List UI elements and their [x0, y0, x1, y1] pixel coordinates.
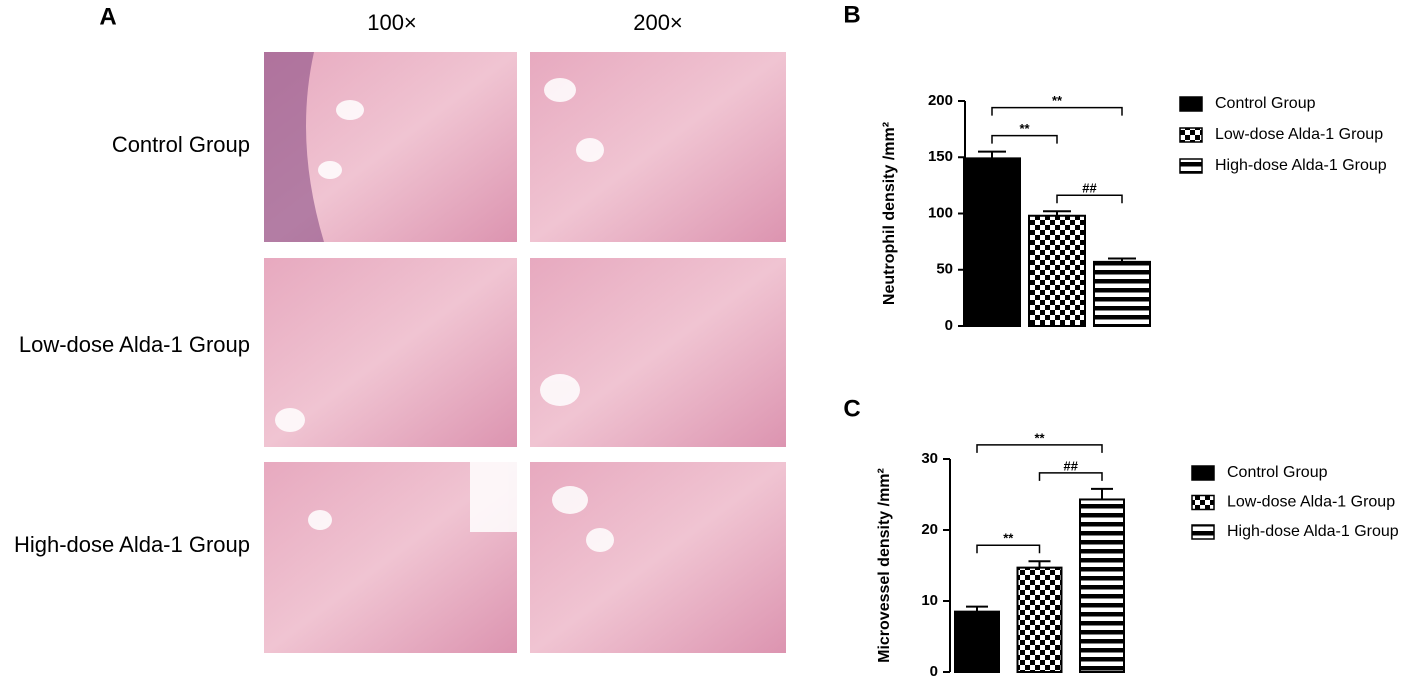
column-header: 200×: [633, 10, 683, 35]
legend-label: Control Group: [1227, 464, 1328, 481]
legend-swatch: [1179, 96, 1203, 112]
y-tick-label: 10: [921, 592, 938, 609]
panel-letter: A: [99, 3, 116, 30]
bar: [1079, 498, 1125, 673]
panel-letter: B: [843, 1, 860, 28]
significance-bracket: [976, 444, 1103, 453]
legend-swatch: [1179, 127, 1203, 143]
legend-label: Control Group: [1215, 95, 1316, 112]
y-tick-label: 150: [928, 148, 953, 165]
y-axis-label: Microvessel density /mm²: [876, 468, 893, 663]
row-label: Low-dose Alda-1 Group: [19, 332, 250, 357]
legend-label: High-dose Alda-1 Group: [1227, 523, 1399, 540]
row-label: Control Group: [112, 132, 250, 157]
legend-swatch: [1191, 524, 1215, 540]
significance-label: **: [1019, 121, 1030, 136]
micrograph: [530, 258, 786, 447]
significance-bracket: [1056, 194, 1123, 204]
significance-label: **: [1052, 93, 1063, 108]
y-tick-label: 20: [921, 521, 938, 538]
significance-bracket: [991, 134, 1058, 144]
significance-bracket: [976, 544, 1041, 554]
y-axis-label: Neutrophil density /mm²: [881, 122, 898, 305]
legend-label: Low-dose Alda-1 Group: [1215, 126, 1383, 143]
significance-label: **: [1003, 531, 1014, 546]
legend-label: Low-dose Alda-1 Group: [1227, 494, 1395, 511]
legend-swatch: [1179, 158, 1203, 174]
y-tick-label: 50: [936, 261, 953, 278]
y-tick-label: 100: [928, 204, 953, 221]
significance-bracket: [1038, 472, 1103, 481]
significance-label: ##: [1064, 458, 1079, 473]
y-tick-label: 0: [930, 663, 938, 679]
micrograph: [264, 258, 517, 447]
bar: [954, 610, 1000, 674]
micrographs: [264, 52, 786, 653]
legend-swatch: [1191, 465, 1215, 481]
bar: [1016, 566, 1063, 674]
y-tick-label: 30: [921, 450, 938, 467]
significance-bracket: [991, 106, 1123, 116]
bar: [1093, 260, 1151, 327]
panel-letter: C: [843, 395, 860, 422]
column-header: 100×: [367, 10, 417, 35]
bar: [1028, 214, 1086, 327]
y-tick-label: 200: [928, 92, 953, 109]
significance-label: **: [1034, 430, 1045, 445]
y-tick-label: 0: [945, 317, 953, 334]
significance-label: ##: [1082, 181, 1097, 196]
row-label: High-dose Alda-1 Group: [14, 532, 250, 557]
legend-swatch: [1191, 494, 1215, 511]
bar: [963, 157, 1021, 327]
legend-label: High-dose Alda-1 Group: [1215, 157, 1387, 174]
